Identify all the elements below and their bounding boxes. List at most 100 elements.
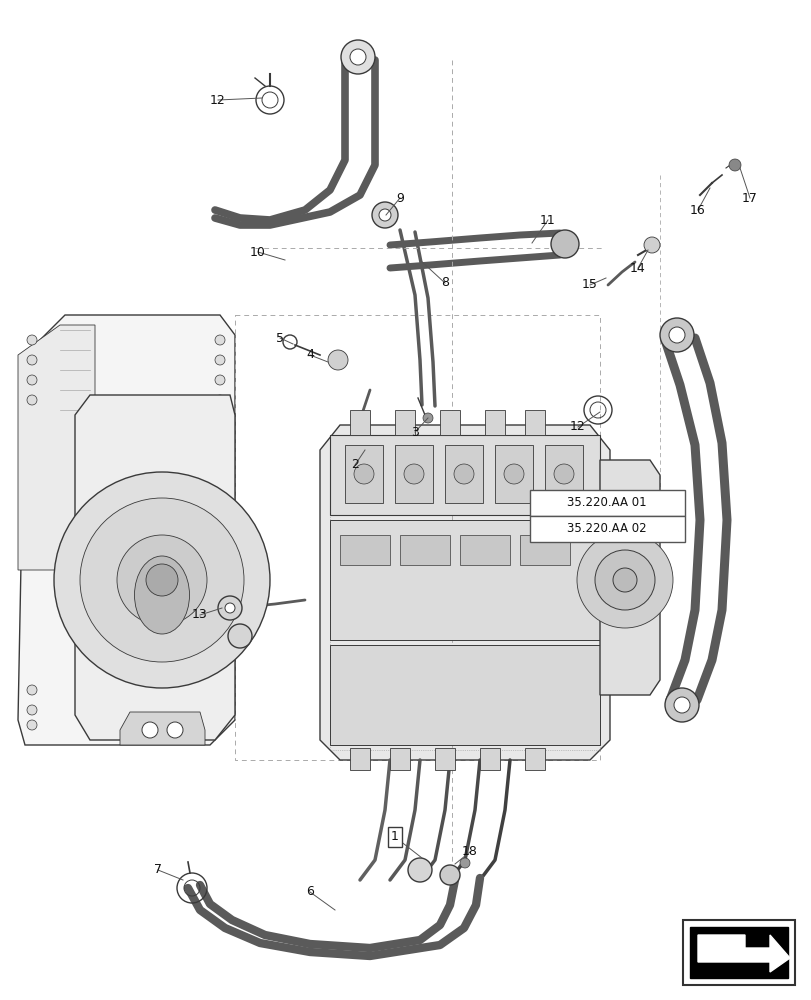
Text: 17: 17	[741, 192, 757, 205]
Circle shape	[215, 395, 225, 405]
Circle shape	[215, 375, 225, 385]
Bar	[444, 445, 483, 503]
Bar	[682, 920, 794, 985]
Bar	[460, 535, 509, 565]
Circle shape	[664, 688, 698, 722]
Text: 12: 12	[569, 420, 586, 434]
Circle shape	[423, 413, 432, 423]
Polygon shape	[18, 315, 234, 745]
Polygon shape	[697, 935, 789, 972]
Circle shape	[659, 318, 693, 352]
Bar	[400, 535, 449, 565]
Circle shape	[551, 230, 578, 258]
Bar	[329, 435, 599, 515]
Circle shape	[612, 568, 636, 592]
Bar	[350, 410, 370, 435]
Circle shape	[643, 237, 659, 253]
Circle shape	[371, 202, 397, 228]
FancyBboxPatch shape	[530, 516, 684, 542]
Text: 11: 11	[539, 214, 556, 227]
FancyBboxPatch shape	[530, 490, 684, 516]
Circle shape	[404, 464, 423, 484]
Circle shape	[354, 464, 374, 484]
Bar	[544, 445, 582, 503]
Polygon shape	[120, 712, 204, 745]
Text: 10: 10	[250, 245, 266, 258]
Circle shape	[80, 498, 243, 662]
Circle shape	[27, 355, 37, 365]
Polygon shape	[75, 395, 234, 740]
Circle shape	[379, 209, 391, 221]
Circle shape	[440, 865, 460, 885]
Polygon shape	[599, 460, 659, 695]
Text: 12: 12	[210, 94, 225, 107]
Circle shape	[215, 685, 225, 695]
Bar	[329, 520, 599, 640]
Circle shape	[460, 858, 470, 868]
Circle shape	[225, 603, 234, 613]
Bar	[525, 748, 544, 770]
Text: 35.220.AA 01: 35.220.AA 01	[567, 496, 646, 510]
Text: 18: 18	[461, 845, 478, 858]
Bar	[394, 445, 432, 503]
Text: 35.220.AA 02: 35.220.AA 02	[567, 522, 646, 536]
Circle shape	[215, 705, 225, 715]
Ellipse shape	[135, 556, 189, 634]
Circle shape	[215, 335, 225, 345]
Text: 4: 4	[306, 349, 314, 361]
Text: 16: 16	[689, 204, 705, 217]
Polygon shape	[689, 927, 787, 978]
Circle shape	[54, 472, 270, 688]
Polygon shape	[18, 325, 95, 570]
Circle shape	[228, 624, 251, 648]
Circle shape	[27, 335, 37, 345]
Circle shape	[142, 722, 158, 738]
Text: 6: 6	[306, 885, 314, 898]
Circle shape	[594, 550, 654, 610]
Bar	[394, 410, 414, 435]
Circle shape	[27, 720, 37, 730]
Circle shape	[453, 464, 474, 484]
Bar	[525, 410, 544, 435]
Circle shape	[673, 697, 689, 713]
Circle shape	[350, 49, 366, 65]
Circle shape	[167, 722, 182, 738]
Circle shape	[146, 564, 178, 596]
Circle shape	[504, 464, 523, 484]
Text: 1: 1	[391, 830, 398, 843]
Circle shape	[728, 159, 740, 171]
Bar	[329, 645, 599, 745]
Bar	[340, 535, 389, 565]
Text: 9: 9	[396, 192, 403, 205]
Circle shape	[668, 327, 684, 343]
Bar	[479, 748, 500, 770]
Circle shape	[215, 720, 225, 730]
Circle shape	[27, 705, 37, 715]
Text: 14: 14	[629, 261, 645, 274]
Text: 13: 13	[192, 608, 208, 621]
Bar	[389, 748, 410, 770]
Circle shape	[27, 395, 37, 405]
Text: 5: 5	[276, 332, 284, 344]
Circle shape	[407, 858, 431, 882]
Circle shape	[217, 596, 242, 620]
Text: 15: 15	[581, 278, 597, 292]
Bar	[519, 535, 569, 565]
Circle shape	[117, 535, 207, 625]
Bar	[440, 410, 460, 435]
Circle shape	[341, 40, 375, 74]
Circle shape	[215, 355, 225, 365]
Text: 3: 3	[410, 426, 418, 438]
Circle shape	[577, 532, 672, 628]
Bar	[435, 748, 454, 770]
Bar	[484, 410, 504, 435]
Polygon shape	[320, 425, 609, 760]
Text: 8: 8	[440, 276, 448, 290]
Bar	[345, 445, 383, 503]
Bar	[495, 445, 532, 503]
Bar	[350, 748, 370, 770]
Circle shape	[553, 464, 573, 484]
Text: 7: 7	[154, 863, 162, 876]
Text: 2: 2	[350, 458, 358, 472]
Circle shape	[27, 685, 37, 695]
